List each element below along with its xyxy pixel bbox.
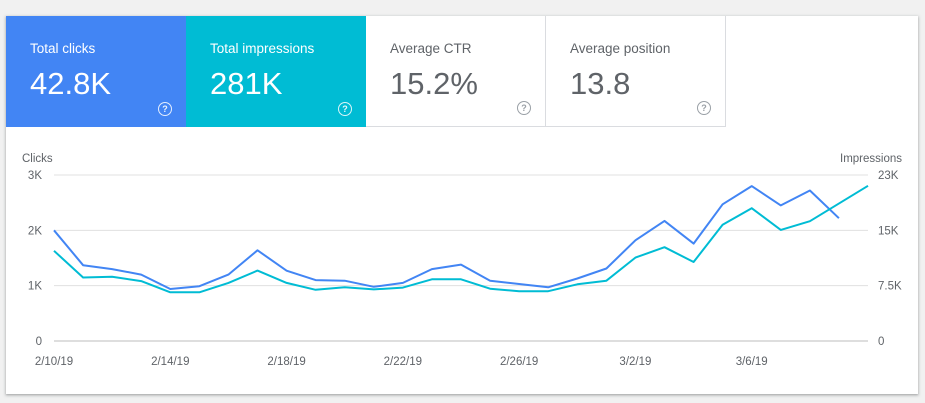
left-axis-title: Clicks [22,153,53,165]
metric-tiles: Total clicks 42.8K ? Total impressions 2… [6,16,726,127]
tile-total-clicks[interactable]: Total clicks 42.8K ? [6,16,186,127]
performance-card: Total clicks 42.8K ? Total impressions 2… [6,16,918,394]
help-icon[interactable]: ? [517,101,531,115]
x-tick-label: 2/22/19 [384,356,422,368]
x-tick-label: 2/14/19 [151,356,189,368]
tile-value: 42.8K [30,66,112,101]
tile-label: Total impressions [210,41,315,56]
left-tick-label: 1K [28,281,42,293]
x-tick-label: 2/18/19 [267,356,305,368]
left-tick-label: 2K [28,225,42,237]
series-line-clicks [53,185,840,290]
help-icon[interactable]: ? [158,102,172,116]
tile-label: Average CTR [390,41,472,56]
left-tick-label: 3K [28,170,42,182]
tile-total-impressions[interactable]: Total impressions 281K ? [186,16,366,127]
help-icon[interactable]: ? [338,102,352,116]
x-tick-label: 3/2/19 [619,356,651,368]
right-tick-label: 23K [878,170,899,182]
performance-chart: Clicks Impressions 0 0 1K 7.5K 2K 15K 3K 23K 2/10/… [22,153,902,368]
x-tick-label: 2/26/19 [500,356,538,368]
left-tick-label: 0 [36,336,42,348]
tile-value: 15.2% [390,66,478,101]
tile-value: 13.8 [570,66,631,101]
tile-label: Total clicks [30,41,96,56]
tile-label: Average position [570,41,671,56]
right-tick-label: 0 [878,336,884,348]
tile-average-position[interactable]: Average position 13.8 ? [546,16,726,127]
x-tick-label: 2/10/19 [35,356,73,368]
right-tick-label: 15K [878,225,899,237]
tile-average-ctr[interactable]: Average CTR 15.2% ? [366,16,546,127]
help-icon[interactable]: ? [697,101,711,115]
series-line-impressions [53,184,869,294]
tile-value: 281K [210,66,283,101]
x-tick-label: 3/6/19 [736,356,768,368]
right-axis-title: Impressions [840,153,902,165]
right-tick-label: 7.5K [878,281,902,293]
